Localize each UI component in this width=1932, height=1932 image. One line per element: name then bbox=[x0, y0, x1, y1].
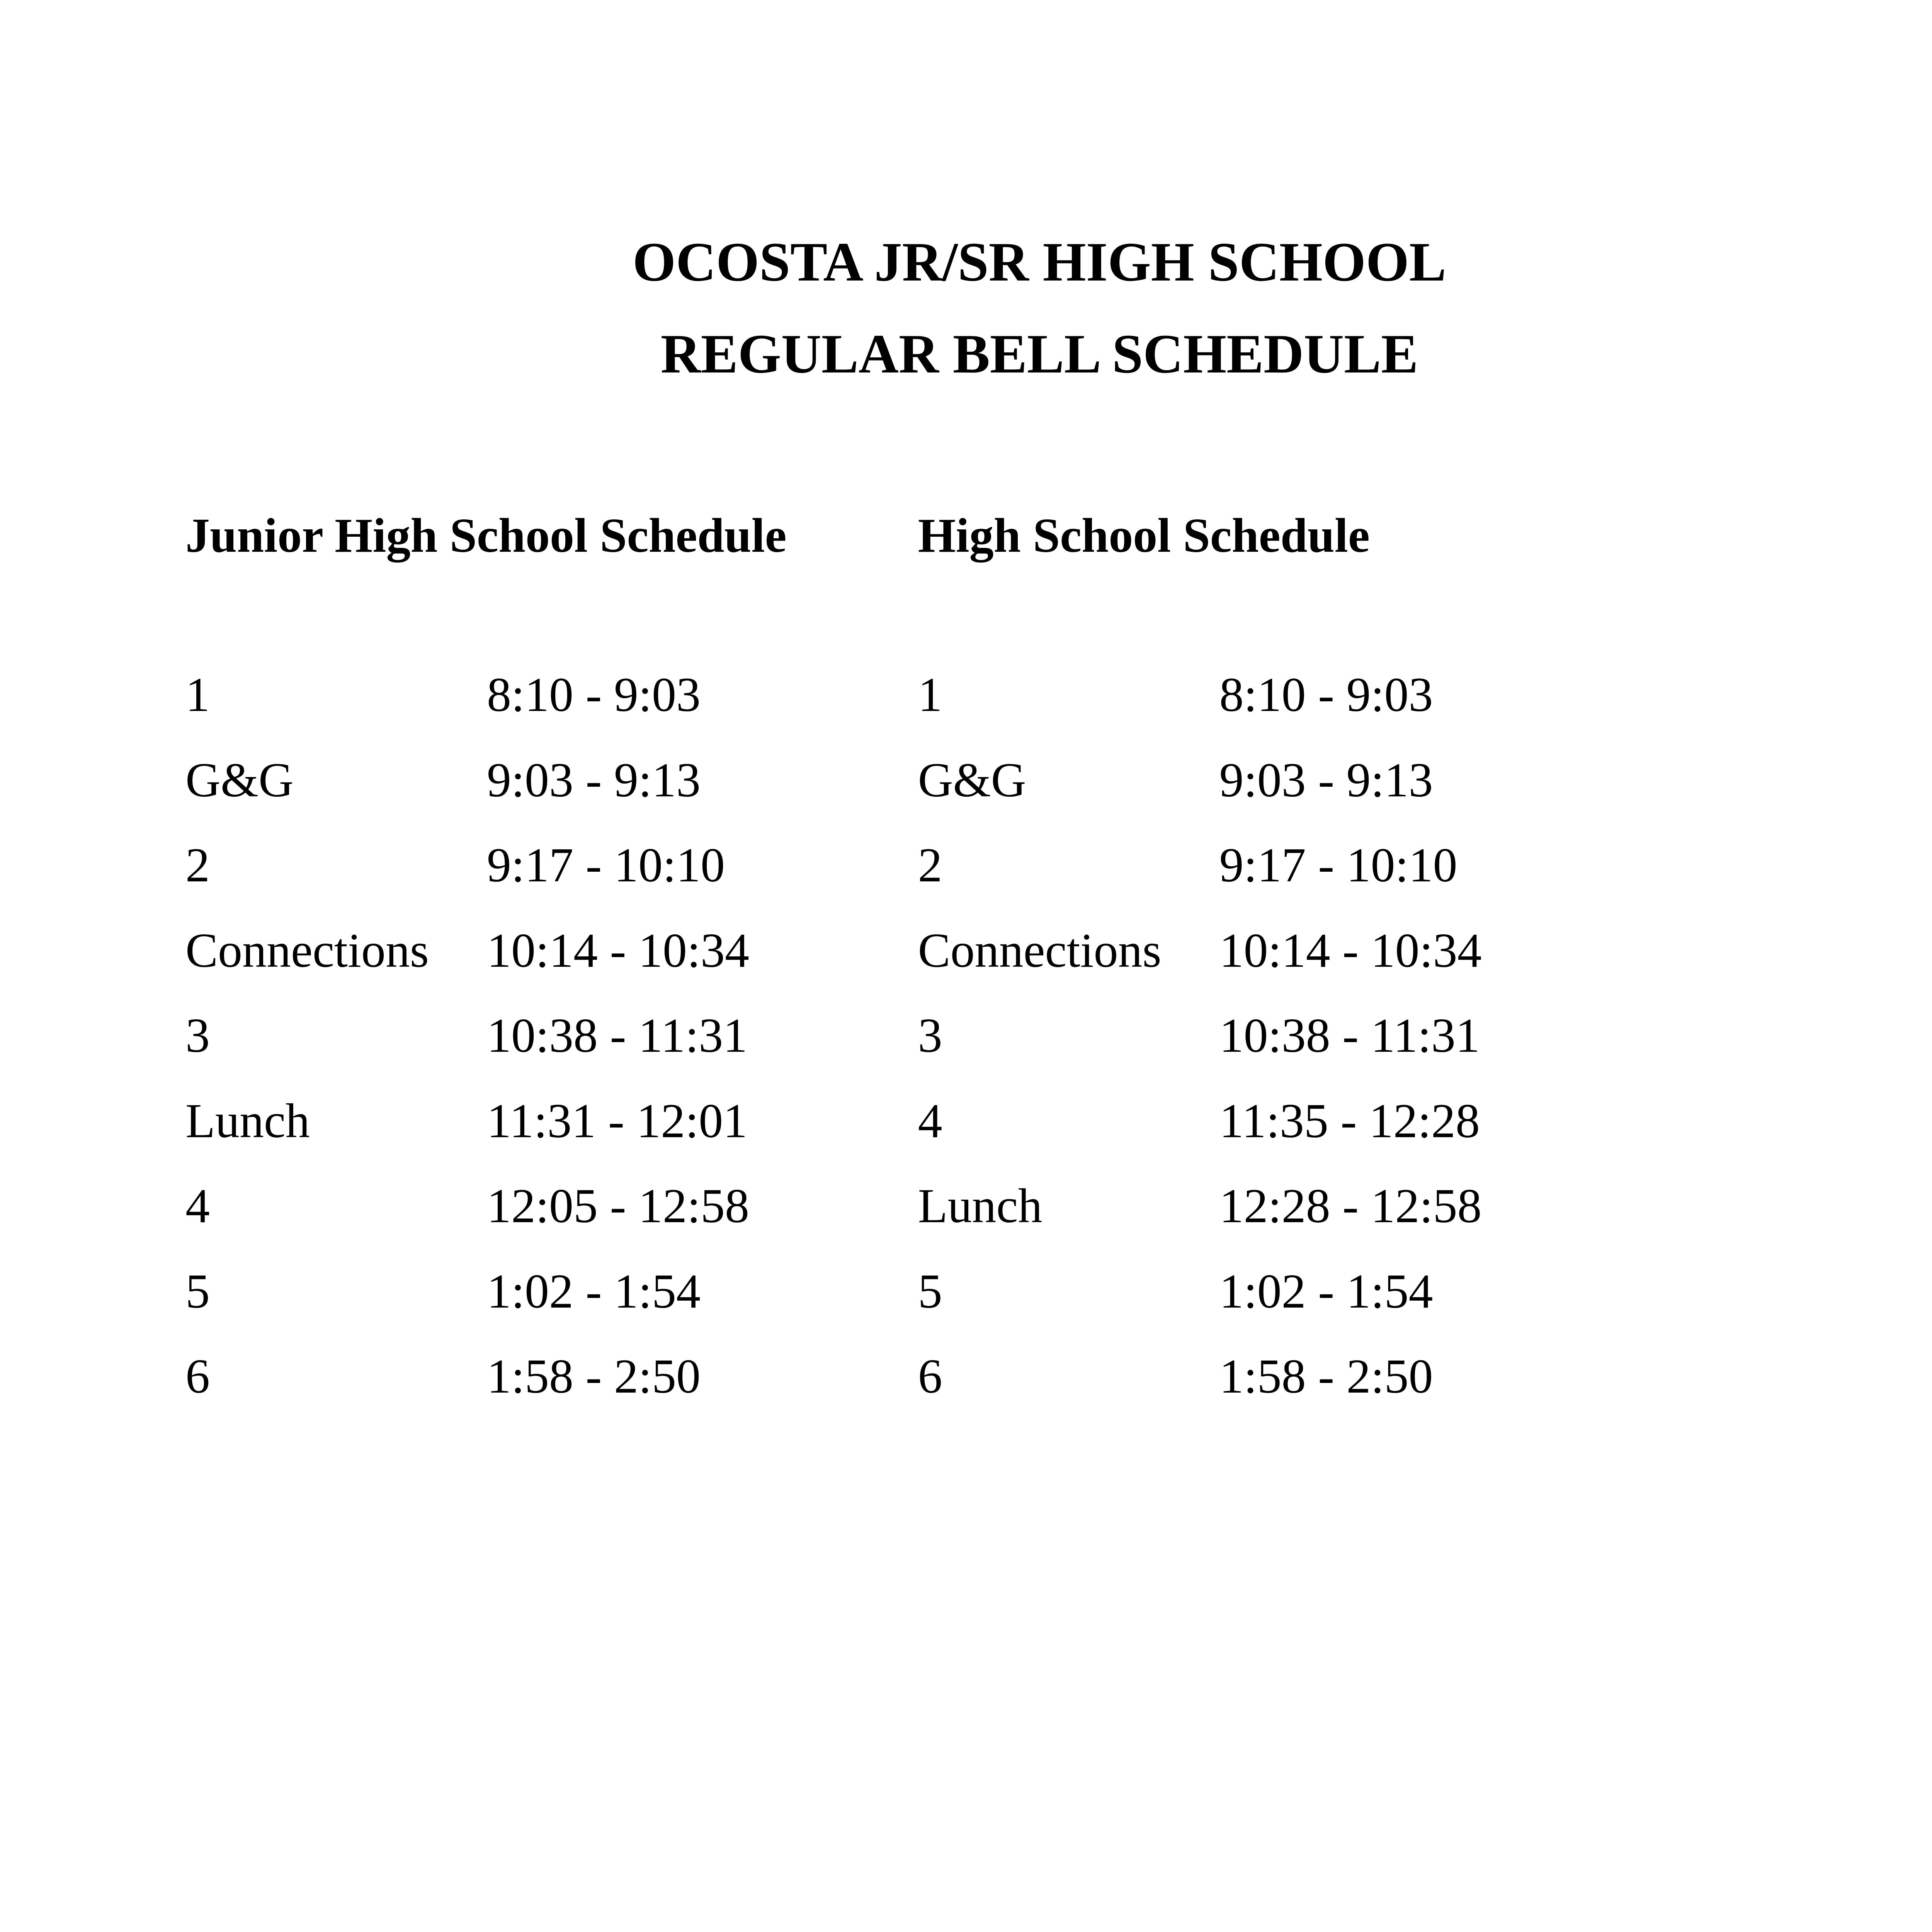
title-line-1: OCOSTA JR/SR HIGH SCHOOL bbox=[294, 216, 1785, 308]
time-cell: 12:28 - 12:58 bbox=[1219, 1164, 1482, 1249]
period-cell: 4 bbox=[185, 1164, 487, 1249]
junior-schedule-column: Junior High School Schedule 1 8:10 - 9:0… bbox=[185, 508, 787, 1420]
table-row: 4 12:05 - 12:58 bbox=[185, 1164, 749, 1249]
table-row: Lunch 12:28 - 12:58 bbox=[918, 1164, 1482, 1249]
table-row: 5 1:02 - 1:54 bbox=[918, 1249, 1482, 1335]
table-row: Lunch 11:31 - 12:01 bbox=[185, 1079, 749, 1164]
period-cell: Lunch bbox=[185, 1079, 487, 1164]
period-cell: Connections bbox=[185, 908, 487, 994]
time-cell: 1:02 - 1:54 bbox=[1219, 1249, 1482, 1335]
time-cell: 10:38 - 11:31 bbox=[487, 993, 749, 1079]
table-row: G&G 9:03 - 9:13 bbox=[185, 738, 749, 823]
junior-schedule-heading: Junior High School Schedule bbox=[185, 508, 787, 564]
schedules-container: Junior High School Schedule 1 8:10 - 9:0… bbox=[185, 508, 1785, 1420]
period-cell: 6 bbox=[185, 1334, 487, 1420]
junior-schedule-table: 1 8:10 - 9:03 G&G 9:03 - 9:13 2 9:17 - 1… bbox=[185, 653, 749, 1420]
title-line-2: REGULAR BELL SCHEDULE bbox=[294, 308, 1785, 400]
period-cell: 1 bbox=[918, 653, 1219, 738]
table-row: 4 11:35 - 12:28 bbox=[918, 1079, 1482, 1164]
table-row: 3 10:38 - 11:31 bbox=[185, 993, 749, 1079]
table-row: 3 10:38 - 11:31 bbox=[918, 993, 1482, 1079]
time-cell: 8:10 - 9:03 bbox=[487, 653, 749, 738]
period-cell: 3 bbox=[185, 993, 487, 1079]
period-cell: 5 bbox=[185, 1249, 487, 1335]
period-cell: 2 bbox=[918, 823, 1219, 908]
table-row: Connections 10:14 - 10:34 bbox=[918, 908, 1482, 994]
table-row: 6 1:58 - 2:50 bbox=[918, 1334, 1482, 1420]
time-cell: 8:10 - 9:03 bbox=[1219, 653, 1482, 738]
table-row: G&G 9:03 - 9:13 bbox=[918, 738, 1482, 823]
table-row: 5 1:02 - 1:54 bbox=[185, 1249, 749, 1335]
table-row: Connections 10:14 - 10:34 bbox=[185, 908, 749, 994]
high-schedule-heading: High School Schedule bbox=[918, 508, 1482, 564]
period-cell: G&G bbox=[185, 738, 487, 823]
table-row: 1 8:10 - 9:03 bbox=[918, 653, 1482, 738]
time-cell: 1:58 - 2:50 bbox=[1219, 1334, 1482, 1420]
period-cell: Lunch bbox=[918, 1164, 1219, 1249]
time-cell: 10:14 - 10:34 bbox=[487, 908, 749, 994]
period-cell: 2 bbox=[185, 823, 487, 908]
time-cell: 10:14 - 10:34 bbox=[1219, 908, 1482, 994]
table-row: 2 9:17 - 10:10 bbox=[918, 823, 1482, 908]
time-cell: 9:03 - 9:13 bbox=[487, 738, 749, 823]
time-cell: 10:38 - 11:31 bbox=[1219, 993, 1482, 1079]
period-cell: 3 bbox=[918, 993, 1219, 1079]
table-row: 2 9:17 - 10:10 bbox=[185, 823, 749, 908]
high-schedule-column: High School Schedule 1 8:10 - 9:03 G&G 9… bbox=[918, 508, 1482, 1420]
document-header: OCOSTA JR/SR HIGH SCHOOL REGULAR BELL SC… bbox=[185, 216, 1785, 400]
time-cell: 9:03 - 9:13 bbox=[1219, 738, 1482, 823]
period-cell: 1 bbox=[185, 653, 487, 738]
time-cell: 1:02 - 1:54 bbox=[487, 1249, 749, 1335]
period-cell: Connections bbox=[918, 908, 1219, 994]
time-cell: 9:17 - 10:10 bbox=[487, 823, 749, 908]
time-cell: 1:58 - 2:50 bbox=[487, 1334, 749, 1420]
time-cell: 12:05 - 12:58 bbox=[487, 1164, 749, 1249]
table-row: 6 1:58 - 2:50 bbox=[185, 1334, 749, 1420]
period-cell: G&G bbox=[918, 738, 1219, 823]
high-schedule-table: 1 8:10 - 9:03 G&G 9:03 - 9:13 2 9:17 - 1… bbox=[918, 653, 1482, 1420]
period-cell: 5 bbox=[918, 1249, 1219, 1335]
table-row: 1 8:10 - 9:03 bbox=[185, 653, 749, 738]
time-cell: 9:17 - 10:10 bbox=[1219, 823, 1482, 908]
period-cell: 6 bbox=[918, 1334, 1219, 1420]
period-cell: 4 bbox=[918, 1079, 1219, 1164]
time-cell: 11:31 - 12:01 bbox=[487, 1079, 749, 1164]
time-cell: 11:35 - 12:28 bbox=[1219, 1079, 1482, 1164]
